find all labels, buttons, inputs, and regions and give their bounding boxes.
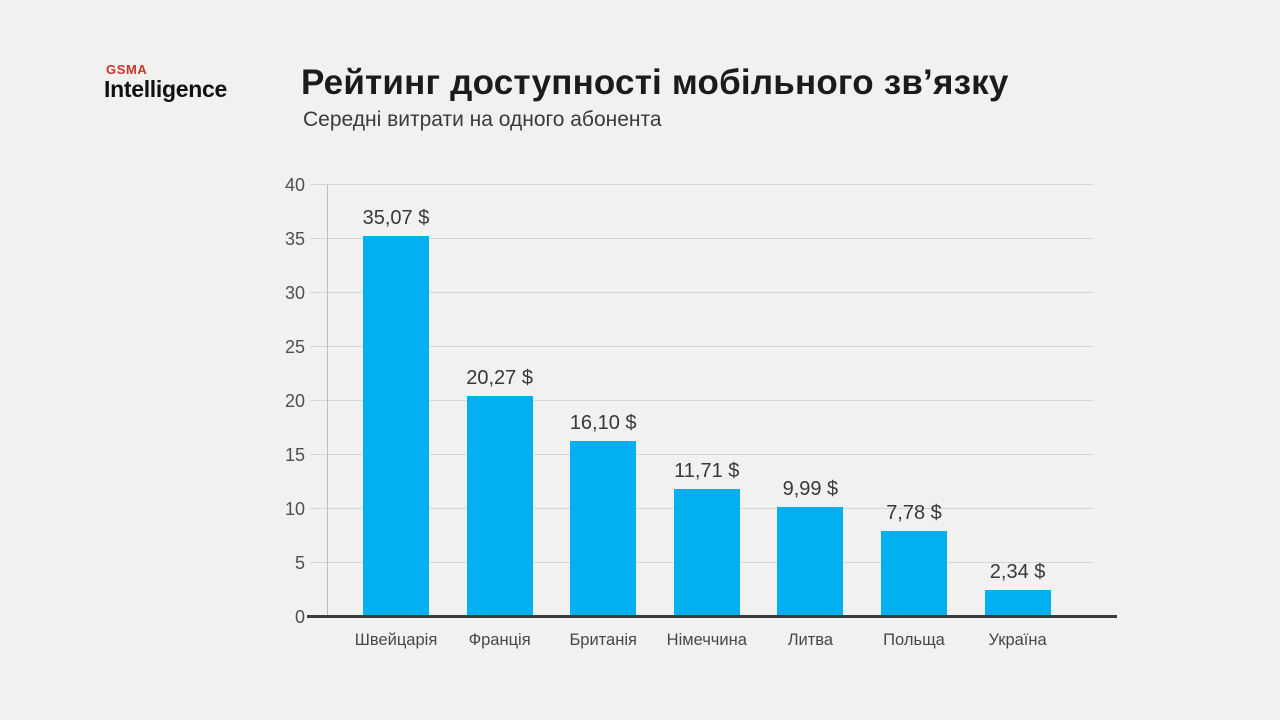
bar-value-label: 2,34 $ bbox=[989, 560, 1046, 583]
x-axis-category-label: Франція bbox=[468, 631, 531, 649]
bar-value-label: 9,99 $ bbox=[782, 478, 839, 501]
gridline-25 bbox=[310, 346, 1093, 347]
x-axis-category-label: Швейцарія bbox=[354, 631, 438, 649]
bar-value-label: 35,07 $ bbox=[362, 207, 430, 230]
y-axis-tick-label: 35 bbox=[284, 229, 305, 249]
gsma-intelligence-logo: GSMA Intelligence bbox=[104, 62, 227, 102]
bar-value-label: 16,10 $ bbox=[569, 412, 637, 435]
y-axis-tick-label: 0 bbox=[294, 607, 305, 627]
bar-5 bbox=[777, 507, 844, 615]
x-axis-category-label: Німеччина bbox=[666, 631, 747, 649]
bar-4 bbox=[673, 488, 740, 615]
bar-6 bbox=[881, 530, 947, 615]
gridline-15 bbox=[310, 454, 1093, 455]
gridline-35 bbox=[310, 238, 1093, 239]
y-axis-tick-label: 30 bbox=[284, 283, 305, 303]
bar-7 bbox=[984, 589, 1051, 615]
bar-2 bbox=[466, 396, 533, 615]
bar-3 bbox=[570, 441, 637, 615]
y-axis-line bbox=[327, 185, 328, 617]
bar-value-label: 11,71 $ bbox=[674, 459, 740, 482]
x-axis-category-label: Британія bbox=[569, 631, 637, 649]
chart-title: Рейтинг доступності мобільного зв’язку bbox=[301, 63, 1009, 102]
bar-1 bbox=[363, 236, 429, 615]
y-axis-tick-label: 20 bbox=[284, 391, 305, 411]
y-axis-tick-label: 25 bbox=[284, 337, 305, 357]
x-axis-category-label: Україна bbox=[988, 631, 1047, 649]
gridline-20 bbox=[310, 400, 1093, 401]
gridline-40 bbox=[310, 184, 1093, 185]
logo-intelligence-text: Intelligence bbox=[104, 76, 227, 102]
y-axis-tick-label: 40 bbox=[284, 175, 305, 195]
bar-value-label: 7,78 $ bbox=[886, 501, 942, 524]
bar-value-label: 20,27 $ bbox=[466, 367, 533, 390]
chart-subtitle: Середні витрати на одного абонента bbox=[303, 108, 662, 131]
x-axis-category-label: Литва bbox=[787, 631, 834, 649]
y-axis-tick-label: 5 bbox=[294, 553, 305, 573]
y-axis-tick-label: 10 bbox=[284, 499, 305, 519]
x-axis-category-label: Польща bbox=[883, 631, 945, 649]
y-axis-tick-label: 15 bbox=[284, 445, 305, 465]
gridline-30 bbox=[310, 292, 1093, 293]
logo-gsma-text: GSMA bbox=[106, 62, 148, 77]
x-axis-baseline bbox=[307, 615, 1117, 618]
bar-chart-plot-area: 0 5 10 15 20 25 30 35 40 35,07 $ Швейцарія 20,27 $ Ф… bbox=[285, 175, 1117, 649]
